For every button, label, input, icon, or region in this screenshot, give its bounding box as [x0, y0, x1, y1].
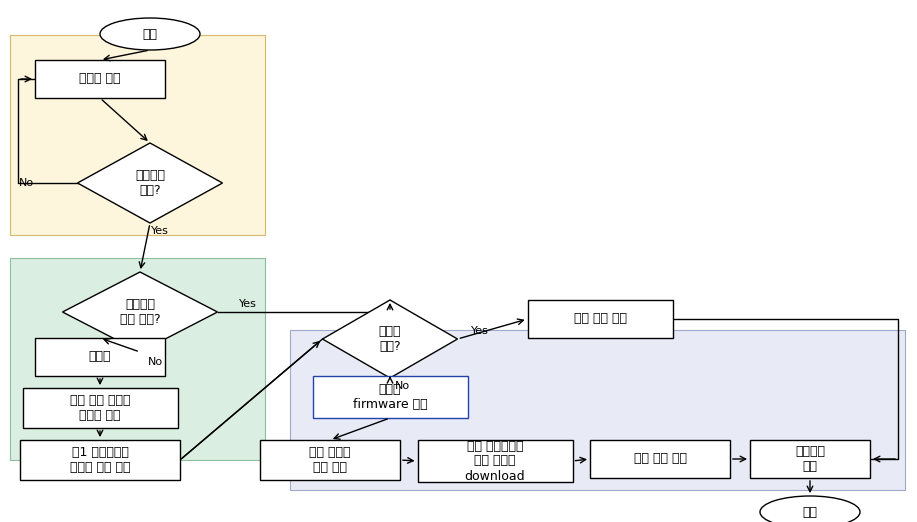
Text: 서명이
유효?: 서명이 유효? — [379, 325, 402, 353]
FancyBboxPatch shape — [35, 60, 165, 98]
Text: Yes: Yes — [151, 226, 169, 236]
FancyBboxPatch shape — [750, 440, 870, 478]
Text: 주변 기기로부터
부팅 이미지
download: 주변 기기로부터 부팅 이미지 download — [465, 440, 525, 482]
Text: 시스템 감시: 시스템 감시 — [79, 73, 121, 86]
Text: No: No — [18, 178, 34, 188]
Text: 랜섬웨어
제거: 랜섬웨어 제거 — [795, 445, 825, 473]
Ellipse shape — [100, 18, 200, 50]
Text: 재부팅: 재부팅 — [89, 350, 111, 363]
Text: 랜섬웨어
발견?: 랜섬웨어 발견? — [135, 169, 165, 197]
Text: No: No — [148, 357, 162, 367]
Ellipse shape — [760, 496, 860, 522]
Text: 주변 기기와
인증 수행: 주변 기기와 인증 수행 — [309, 446, 350, 474]
FancyBboxPatch shape — [35, 338, 165, 376]
Polygon shape — [78, 143, 223, 223]
FancyBboxPatch shape — [10, 258, 265, 460]
Text: 시작: 시작 — [142, 28, 158, 41]
FancyBboxPatch shape — [527, 300, 672, 338]
Text: 복원용
firmware 실행: 복원용 firmware 실행 — [353, 383, 427, 411]
Text: 종료: 종료 — [802, 505, 817, 518]
Polygon shape — [62, 272, 217, 352]
FancyBboxPatch shape — [417, 440, 572, 482]
Text: No: No — [394, 381, 410, 391]
FancyBboxPatch shape — [290, 330, 905, 490]
Text: 기존 커널 실행: 기존 커널 실행 — [573, 313, 626, 326]
FancyBboxPatch shape — [23, 388, 178, 428]
FancyBboxPatch shape — [260, 440, 400, 480]
FancyBboxPatch shape — [590, 440, 730, 478]
Text: Yes: Yes — [470, 326, 489, 336]
Text: 복원 커널 실행: 복원 커널 실행 — [634, 453, 687, 466]
Text: 부트 롬에 저장된
코드를 실행: 부트 롬에 저장된 코드를 실행 — [70, 394, 130, 422]
Text: Yes: Yes — [238, 299, 257, 309]
FancyBboxPatch shape — [313, 376, 468, 418]
Polygon shape — [323, 300, 458, 378]
Text: 복원툴로
복원 가능?: 복원툴로 복원 가능? — [120, 298, 160, 326]
FancyBboxPatch shape — [10, 35, 265, 235]
FancyBboxPatch shape — [20, 440, 180, 480]
Text: 제1 부트로더에
포함된 서명 검증: 제1 부트로더에 포함된 서명 검증 — [70, 446, 130, 474]
